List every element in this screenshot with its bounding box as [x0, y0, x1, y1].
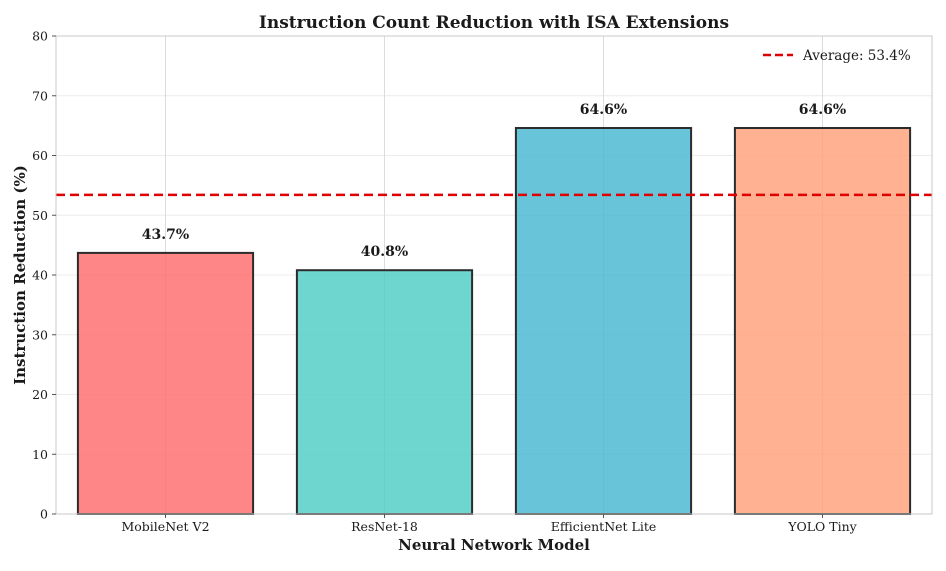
x-tick-label: YOLO Tiny [787, 519, 857, 534]
y-tick-label: 60 [32, 148, 48, 163]
bar-efficientnet-lite [514, 127, 693, 515]
data-label: 40.8% [361, 244, 408, 260]
legend-label: Average: 53.4% [802, 48, 911, 64]
x-tick-label: ResNet-18 [351, 519, 418, 534]
y-tick-label: 70 [32, 88, 48, 103]
data-labels: 43.7% 40.8% 64.6% 64.6% [142, 102, 846, 260]
data-label: 64.6% [799, 102, 846, 118]
bars [76, 127, 912, 516]
y-tick-label: 50 [32, 208, 48, 223]
data-label: 64.6% [580, 102, 627, 118]
y-tick-label: 80 [32, 29, 48, 44]
legend: Average: 53.4% [763, 48, 911, 64]
x-axis-label: Neural Network Model [398, 536, 590, 554]
bar-resnet-18 [295, 269, 474, 515]
bar-mobilenet-v2 [76, 251, 255, 516]
y-tick-label: 10 [32, 447, 48, 462]
y-tick-label: 30 [32, 327, 48, 342]
y-tick-label: 0 [40, 507, 48, 522]
y-axis-label: Instruction Reduction (%) [11, 165, 29, 385]
y-tick-label: 40 [32, 268, 48, 283]
axis-ticks: 0 10 20 30 40 50 60 70 80 MobileNet V2 ResNet-18 Ef… [32, 29, 858, 535]
data-label: 43.7% [142, 227, 189, 243]
x-tick-label: MobileNet V2 [121, 519, 209, 534]
chart-title: Instruction Count Reduction with ISA Ext… [259, 13, 729, 33]
bar-yolo-tiny [733, 127, 912, 515]
x-tick-label: EfficientNet Lite [551, 519, 657, 534]
y-tick-label: 20 [32, 387, 48, 402]
